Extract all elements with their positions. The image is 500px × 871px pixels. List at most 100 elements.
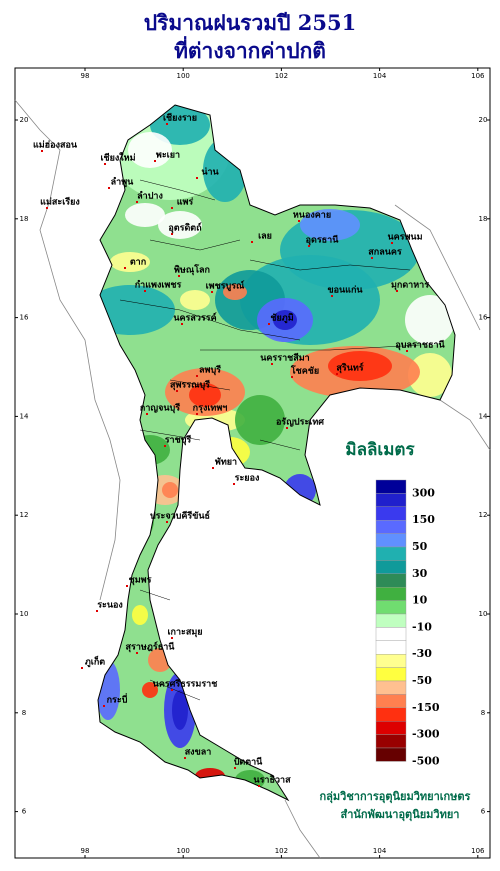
- station-dot: [291, 376, 293, 378]
- legend-label: -500: [412, 754, 440, 767]
- station-dot: [196, 375, 198, 377]
- legend-swatch: [375, 546, 407, 561]
- x-tick-label: 98: [81, 72, 90, 80]
- station-dot: [286, 427, 288, 429]
- place-label: นครพนม: [387, 233, 422, 243]
- field-blob: [328, 351, 392, 381]
- y-tick-label: 14: [20, 412, 29, 420]
- x-tick-label: 104: [373, 847, 387, 855]
- y-tick-label: 20: [479, 116, 488, 124]
- station-dot: [298, 220, 300, 222]
- place-label: โชคชัย: [290, 365, 319, 377]
- station-dot: [184, 757, 186, 759]
- place-label: พะเยา: [156, 151, 180, 161]
- legend-swatch: [375, 640, 407, 655]
- place-label: พัทยา: [215, 457, 237, 468]
- place-label: ราชบุรี: [165, 435, 192, 446]
- field-blob: [158, 211, 202, 239]
- place-label: ตาก: [130, 258, 146, 268]
- y-tick-label: 8: [22, 709, 26, 717]
- x-tick-label: 98: [81, 847, 90, 855]
- place-label: แม่ฮ่องสอน: [33, 140, 78, 151]
- station-dot: [176, 390, 178, 392]
- x-tick-label: 106: [471, 72, 485, 80]
- legend-swatch: [375, 613, 407, 628]
- legend-swatch: [375, 654, 407, 668]
- legend-swatch: [375, 667, 407, 682]
- x-tick-label: 102: [275, 847, 288, 855]
- field-blob: [142, 682, 158, 698]
- legend-swatch: [375, 587, 407, 601]
- y-tick-label: 10: [479, 610, 488, 618]
- legend-swatch: [375, 707, 407, 722]
- place-label: ประจวบคีรีขันธ์: [150, 510, 210, 522]
- place-label: ภูเก็ต: [85, 655, 105, 668]
- place-label: เกาะสมุย: [167, 628, 202, 638]
- legend-swatch: [375, 573, 407, 588]
- station-dot: [371, 257, 373, 259]
- place-label: สุรินทร์: [336, 362, 363, 374]
- station-dot: [233, 483, 235, 485]
- station-dot: [336, 373, 338, 375]
- station-dot: [331, 295, 333, 297]
- station-dot: [41, 150, 43, 152]
- field-blob: [162, 482, 178, 498]
- y-tick-label: 6: [481, 808, 486, 816]
- field-blob: [132, 605, 148, 625]
- legend-label: -30: [412, 647, 432, 660]
- station-dot: [178, 275, 180, 277]
- legend-label: 30: [412, 567, 428, 580]
- legend-label: 10: [412, 594, 428, 607]
- station-dot: [146, 413, 148, 415]
- legend-swatch: [375, 694, 407, 709]
- station-dot: [406, 350, 408, 352]
- place-label: ปัตตานี: [234, 757, 263, 768]
- place-label: ลำปาง: [137, 191, 163, 202]
- legend-swatch: [375, 680, 407, 695]
- place-label: อุตรดิตถ์: [168, 222, 201, 234]
- x-tick-label: 104: [373, 72, 387, 80]
- place-label: ชัยภูมิ: [270, 313, 293, 324]
- legend-swatch: [375, 520, 407, 534]
- legend: 300 150 50 30 10 -10 -30 -50 -150 -300 -500: [375, 479, 440, 767]
- place-label: ลพบุรี: [199, 365, 221, 376]
- legend-label: -300: [412, 728, 440, 741]
- station-dot: [144, 290, 146, 292]
- station-dot: [136, 652, 138, 654]
- station-dot: [136, 201, 138, 203]
- place-label: อุบลราชธานี: [395, 340, 445, 351]
- station-dot: [126, 585, 128, 587]
- y-tick-label: 16: [20, 314, 29, 322]
- y-tick-label: 18: [479, 215, 488, 223]
- place-label: เพชรบูรณ์: [206, 280, 245, 292]
- station-dot: [103, 705, 105, 707]
- legend-swatch: [375, 600, 407, 615]
- y-tick-label: 10: [20, 610, 29, 618]
- place-label: กระบี่: [107, 693, 128, 706]
- station-dot: [196, 413, 198, 415]
- y-tick-label: 8: [481, 709, 485, 717]
- place-label: นครสวรรค์: [173, 312, 216, 324]
- place-label: นครราชสีมา: [260, 353, 309, 364]
- station-dot: [396, 290, 398, 292]
- place-label: มุกดาหาร: [391, 281, 429, 291]
- place-label: อุดรธานี: [306, 235, 340, 246]
- x-tick-label: 100: [177, 72, 190, 80]
- station-dot: [212, 467, 214, 469]
- station-dot: [166, 123, 168, 125]
- title-line: ปริมาณฝนรวมปี 2551: [144, 10, 356, 35]
- place-label: ขอนแก่น: [327, 285, 363, 296]
- legend-swatch: [375, 627, 407, 642]
- place-label: เลย: [258, 232, 272, 242]
- y-tick-label: 12: [479, 511, 488, 519]
- place-label: ระยอง: [235, 474, 260, 484]
- legend-swatch: [375, 533, 407, 548]
- station-dot: [164, 445, 166, 447]
- place-label: แพร่: [177, 197, 194, 208]
- place-label: ชุมพร: [129, 576, 152, 586]
- place-label: นครศรีธรรมราช: [153, 679, 218, 690]
- field-blob: [150, 105, 210, 145]
- station-dot: [108, 187, 110, 189]
- station-dot: [154, 160, 156, 162]
